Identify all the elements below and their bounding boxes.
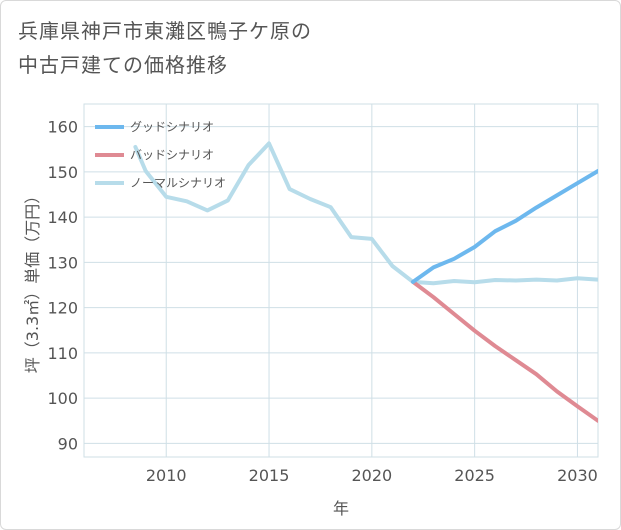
chart-title-line-1: 兵庫県神戸市東灘区鴨子ケ原の bbox=[18, 19, 312, 43]
x-tick-label: 2020 bbox=[351, 466, 392, 485]
y-tick-label: 120 bbox=[47, 299, 78, 318]
y-tick-label: 140 bbox=[47, 208, 78, 227]
y-tick-label: 110 bbox=[47, 344, 78, 363]
series-lines bbox=[133, 141, 598, 423]
axis-ticks: 2010 2015 2020 2025 2030 90 100 110 120 130 140 150… bbox=[47, 118, 597, 485]
x-tick-label: 2010 bbox=[146, 466, 187, 485]
chart-title: 兵庫県神戸市東灘区鴨子ケ原の 中古戸建ての価格推移 bbox=[18, 14, 578, 82]
y-tick-label: 100 bbox=[47, 389, 78, 408]
x-tick-label: 2015 bbox=[249, 466, 290, 485]
legend-label-2: ノーマルシナリオ bbox=[130, 176, 226, 190]
series-line-0 bbox=[411, 169, 598, 284]
legend-label-1: バッドシナリオ bbox=[130, 148, 214, 162]
x-tick-label: 2030 bbox=[557, 466, 598, 485]
y-tick-label: 160 bbox=[47, 118, 78, 137]
y-tick-label: 90 bbox=[58, 434, 78, 453]
y-tick-label: 130 bbox=[47, 253, 78, 272]
series-line-2 bbox=[133, 141, 598, 286]
grid-lines bbox=[83, 103, 599, 458]
x-axis-label: 年 bbox=[333, 499, 349, 518]
series-line-1 bbox=[411, 279, 598, 423]
x-tick-label: 2025 bbox=[454, 466, 495, 485]
chart-title-line-2: 中古戸建ての価格推移 bbox=[18, 53, 228, 77]
y-tick-label: 150 bbox=[47, 163, 78, 182]
legend-label-0: グッドシナリオ bbox=[130, 120, 214, 134]
y-axis-label: 坪（3.3㎡）単価（万円） bbox=[23, 188, 42, 373]
